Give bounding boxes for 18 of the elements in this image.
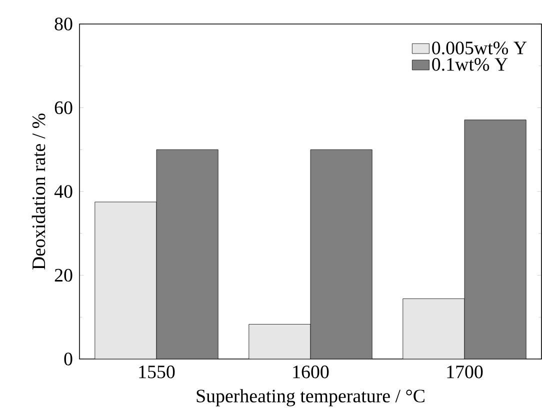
y-tick-label: 20 (54, 268, 72, 282)
bar (402, 298, 465, 359)
legend-label: 0.1wt% Y (432, 58, 508, 71)
bar (248, 324, 310, 359)
y-tick-label: 40 (54, 185, 72, 198)
bar (94, 202, 156, 359)
y-axis-title: Deoxidation rate / % (32, 114, 46, 270)
x-tick-label: 1550 (139, 366, 175, 378)
bar (464, 120, 526, 359)
y-tick-label: 60 (54, 101, 72, 114)
bar (310, 150, 372, 359)
y-tick-label: 0 (64, 352, 72, 366)
y-tick-label: 80 (54, 18, 72, 30)
bar (156, 150, 218, 359)
legend-label: 0.005wt% Y (432, 42, 527, 54)
x-axis-title: Superheating temperature / °C (196, 389, 424, 406)
x-tick-label: 1600 (293, 366, 329, 378)
x-tick-label: 1700 (447, 366, 483, 378)
